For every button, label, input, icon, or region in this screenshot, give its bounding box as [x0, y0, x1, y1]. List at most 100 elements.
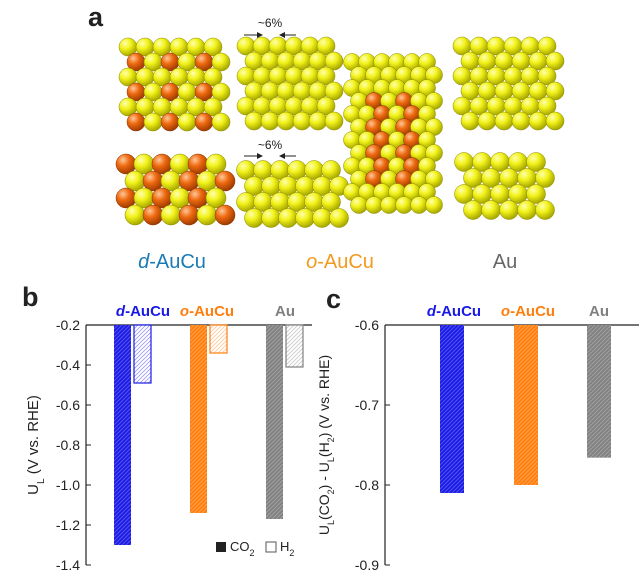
bar-h2: [210, 325, 227, 353]
au-atom: [276, 111, 296, 131]
au-atom: [160, 204, 182, 226]
au-atom: [537, 66, 557, 86]
legend-label-co2: CO2: [230, 539, 255, 558]
au-atom: [124, 204, 146, 226]
au-atom: [177, 112, 197, 132]
au-atom: [545, 81, 565, 101]
y-tick-label: -0.6: [56, 397, 80, 413]
au-atom: [143, 112, 163, 132]
au-atom: [517, 200, 537, 220]
bar-difference: [514, 325, 538, 485]
au-atom: [463, 200, 483, 220]
y-tick-label: -1.0: [56, 477, 80, 493]
au-atom: [535, 200, 555, 220]
au-atom: [494, 111, 514, 131]
au-atom: [278, 208, 298, 228]
au-atom: [380, 196, 398, 214]
category-label: Au: [275, 303, 295, 320]
au-atom: [244, 111, 264, 131]
chart-c-potential-difference: -0.6 -0.7 -0.8 -0.9 UL(CO2) - UL(H2) (V vs. …: [316, 303, 639, 570]
y-tick-label: -0.7: [355, 397, 379, 413]
au-atom: [308, 111, 328, 131]
category-label: d-AuCu: [427, 303, 481, 320]
au-atom: [410, 196, 428, 214]
au-atom: [537, 96, 557, 116]
au-atom: [321, 160, 341, 180]
bar-difference: [440, 325, 464, 493]
chart-b-limiting-potential: -0.2 -0.4 -0.6 -0.8 -1.0 -1.2 -1.4 UL (V vs. RH…: [25, 303, 312, 570]
au-atom: [460, 111, 480, 131]
cu-atom: [214, 204, 236, 226]
au-atom: [350, 196, 368, 214]
au-atom: [316, 96, 336, 116]
y-tick-label: -0.9: [355, 557, 379, 570]
au-atom: [329, 208, 349, 228]
bar-outline: [285, 324, 304, 368]
au-atom: [205, 153, 227, 175]
legend-swatch-h2: [265, 541, 277, 553]
au-atom: [321, 192, 341, 212]
bar-h2: [134, 325, 151, 383]
atom-layer: [115, 36, 565, 228]
au-atom: [395, 196, 413, 214]
au-atom: [324, 81, 344, 101]
y-tick-label: -0.8: [355, 477, 379, 493]
atomic-models-figure: ~6% ~6% d-AuCu o-AuCu Au: [115, 16, 565, 273]
bar-outline: [209, 324, 228, 354]
au-atom: [260, 111, 280, 131]
panel-a-letter: a: [88, 2, 104, 32]
cu-atom: [160, 112, 180, 132]
au-atom: [203, 97, 223, 117]
au-atom: [205, 187, 227, 209]
y-tick-label: -0.6: [355, 317, 379, 333]
au-atom: [211, 52, 231, 72]
bar-difference: [587, 325, 611, 458]
cu-atom: [126, 112, 146, 132]
au-atom: [203, 37, 223, 57]
au-atom: [365, 196, 383, 214]
y-axis-label: UL(CO2) - UL(H2) (V vs. RHE): [316, 355, 336, 535]
cu-atom: [214, 170, 236, 192]
bar-co2: [266, 325, 283, 519]
au-atom: [511, 111, 531, 131]
cu-atom: [142, 204, 164, 226]
au-atom: [324, 51, 344, 71]
au-atom: [203, 67, 223, 87]
au-atom: [316, 66, 336, 86]
strain-annotation-bottom: ~6%: [244, 138, 296, 159]
au-atom: [312, 208, 332, 228]
au-atom: [425, 196, 443, 214]
bar-co2: [114, 325, 131, 545]
au-atom: [211, 112, 231, 132]
au-atom: [244, 208, 264, 228]
au-atom: [545, 111, 565, 131]
category-label: o-AuCu: [501, 303, 555, 320]
au-atom: [535, 168, 555, 188]
category-label: o-AuCu: [180, 303, 234, 320]
au-atom: [526, 184, 546, 204]
au-atom: [316, 36, 336, 56]
au-atom: [537, 36, 557, 56]
label-au: Au: [493, 251, 517, 273]
panel-c-letter: c: [326, 284, 342, 314]
legend-label-h2: H2: [280, 539, 294, 558]
panel-b-letter: b: [22, 282, 39, 312]
au-atom: [528, 111, 548, 131]
bar-h2: [286, 325, 303, 367]
au-atom: [324, 111, 344, 131]
y-tick-label: -1.2: [56, 517, 80, 533]
y-tick-label: -0.8: [56, 437, 80, 453]
label-d-aucu: d-AuCu: [138, 251, 206, 273]
au-atom: [292, 111, 312, 131]
au-atom: [295, 208, 315, 228]
category-label: Au: [589, 303, 609, 320]
strain-label-bottom: ~6%: [258, 138, 283, 152]
au-atom: [526, 152, 546, 172]
au-atom: [196, 204, 218, 226]
strain-label-top: ~6%: [258, 16, 283, 30]
bar-outline: [133, 324, 152, 384]
y-tick-label: -1.4: [56, 557, 80, 570]
category-label: d-AuCu: [116, 303, 170, 320]
label-o-aucu: o-AuCu: [306, 251, 374, 273]
y-tick-label: -0.2: [56, 317, 80, 333]
